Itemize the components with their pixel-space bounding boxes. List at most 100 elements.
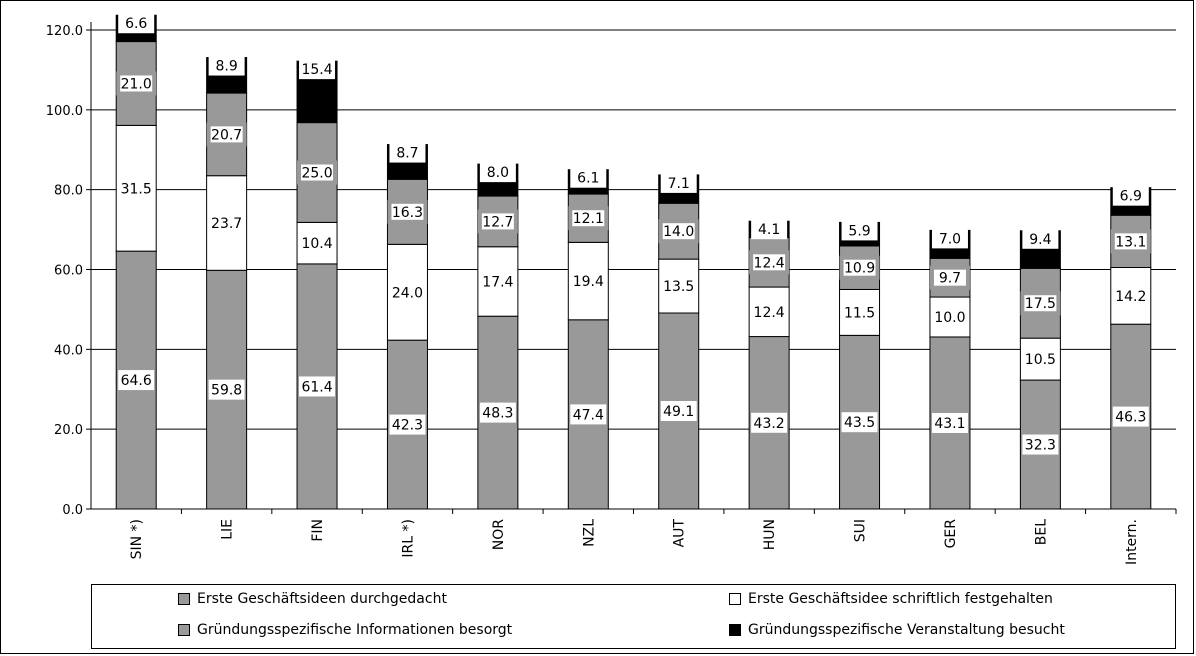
legend-swatch-white-icon (729, 593, 741, 605)
legend-label-2: Gründungsspezifische Informationen besor… (197, 622, 513, 638)
value-label: 6.9 (1120, 189, 1142, 205)
legend-item-1: Erste Geschäftsidee schriftlich festgeha… (729, 591, 1053, 607)
value-label-background (841, 220, 878, 241)
value-label: 12.4 (754, 305, 785, 321)
x-tick-label: SIN *) (129, 519, 145, 559)
value-label-background (658, 219, 699, 244)
value-label: 59.8 (211, 383, 242, 399)
legend-swatch-black-icon (729, 624, 741, 636)
value-label: 8.7 (396, 146, 418, 162)
value-label-background (387, 199, 428, 224)
value-label: 21.0 (121, 76, 152, 92)
value-label-background (1020, 291, 1061, 316)
legend-label-0: Erste Geschäftsideen durchgedacht (197, 591, 447, 607)
legend-item-2: Gründungsspezifische Informationen besor… (178, 622, 512, 638)
value-label: 10.5 (1025, 352, 1056, 368)
value-label: 11.5 (844, 305, 875, 321)
x-tick-label: Intern. (1124, 519, 1140, 565)
value-label-background (1110, 229, 1151, 254)
value-label: 8.0 (487, 165, 509, 181)
value-label-background (931, 228, 968, 249)
value-label-background (389, 414, 426, 435)
value-label: 13.1 (1115, 234, 1146, 250)
x-tick-label: SUI (853, 519, 869, 542)
x-tick-label: HUN (762, 519, 778, 550)
value-label-background (1022, 228, 1059, 249)
bar-segment (748, 286, 790, 338)
value-label-background (1112, 185, 1149, 206)
y-tick-label: 100.0 (46, 104, 83, 119)
bar-segment (658, 258, 700, 314)
value-label: 42.3 (392, 418, 423, 434)
value-label-background (1112, 406, 1149, 427)
y-tick-label: 120.0 (46, 24, 83, 39)
value-label: 48.3 (482, 406, 513, 422)
value-label-background (751, 412, 788, 433)
value-label: 23.7 (211, 216, 242, 232)
value-label: 43.5 (844, 415, 875, 431)
value-label-background (118, 370, 155, 391)
legend-swatch-gray-icon (178, 624, 190, 636)
value-label-background (389, 142, 426, 163)
value-label: 12.1 (573, 211, 604, 227)
y-tick-label: 40.0 (54, 343, 83, 358)
value-label-background (208, 379, 245, 400)
value-label: 25.0 (301, 166, 332, 182)
value-label-background (297, 160, 338, 185)
value-label: 6.1 (577, 171, 599, 187)
bar-segment (206, 175, 248, 271)
value-label: 47.4 (573, 407, 604, 423)
value-label: 10.4 (301, 236, 332, 252)
value-label-background (206, 122, 247, 147)
value-label: 32.3 (1025, 438, 1056, 454)
value-label-background (479, 162, 516, 183)
x-tick-label: GER (943, 519, 959, 549)
value-label: 5.9 (848, 223, 870, 239)
value-label-background (660, 401, 697, 422)
y-tick-label: 80.0 (54, 184, 83, 199)
value-label: 16.3 (392, 205, 423, 221)
value-label: 10.9 (844, 261, 875, 277)
value-label-background (1022, 434, 1059, 455)
value-label: 17.4 (482, 274, 513, 290)
value-label: 4.1 (758, 222, 780, 238)
value-label-background (208, 55, 245, 76)
legend-label-3: Gründungsspezifische Veranstaltung besuc… (748, 622, 1065, 638)
value-label-background (477, 209, 518, 234)
x-tick-label: FIN (310, 519, 326, 542)
y-tick-label: 0.0 (62, 503, 83, 518)
legend-label-1: Erste Geschäftsidee schriftlich festgeha… (748, 591, 1053, 607)
legend: Erste Geschäftsideen durchgedacht Erste … (91, 584, 1176, 649)
x-tick-label: NOR (491, 519, 507, 550)
value-label: 12.4 (754, 255, 785, 271)
x-tick-label: BEL (1033, 519, 1049, 545)
legend-item-3: Gründungsspezifische Veranstaltung besuc… (729, 622, 1065, 638)
value-label: 43.2 (754, 416, 785, 432)
bar-segment (386, 243, 428, 341)
value-label-background (570, 404, 607, 425)
value-label: 15.4 (301, 62, 332, 78)
value-label: 7.0 (939, 231, 961, 247)
value-label: 19.4 (573, 274, 604, 290)
value-label: 9.4 (1029, 232, 1051, 248)
x-tick-label: AUT (672, 519, 688, 548)
value-label-background (749, 250, 790, 275)
value-label-background (660, 172, 697, 193)
value-label: 10.0 (934, 310, 965, 326)
value-label: 64.6 (121, 373, 152, 389)
y-tick-label: 60.0 (54, 264, 83, 279)
value-label: 9.7 (939, 271, 961, 287)
value-label: 24.0 (392, 285, 423, 301)
value-label-background (839, 255, 880, 280)
value-label: 46.3 (1115, 410, 1146, 426)
value-label-background (570, 167, 607, 188)
value-label: 12.7 (482, 214, 513, 230)
value-label-background (299, 59, 336, 80)
value-label-background (118, 13, 155, 34)
x-tick-label: NZL (581, 519, 597, 547)
value-label: 14.0 (663, 224, 694, 240)
value-label-background (929, 265, 970, 290)
value-label-background (841, 412, 878, 433)
legend-item-0: Erste Geschäftsideen durchgedacht (178, 591, 447, 607)
